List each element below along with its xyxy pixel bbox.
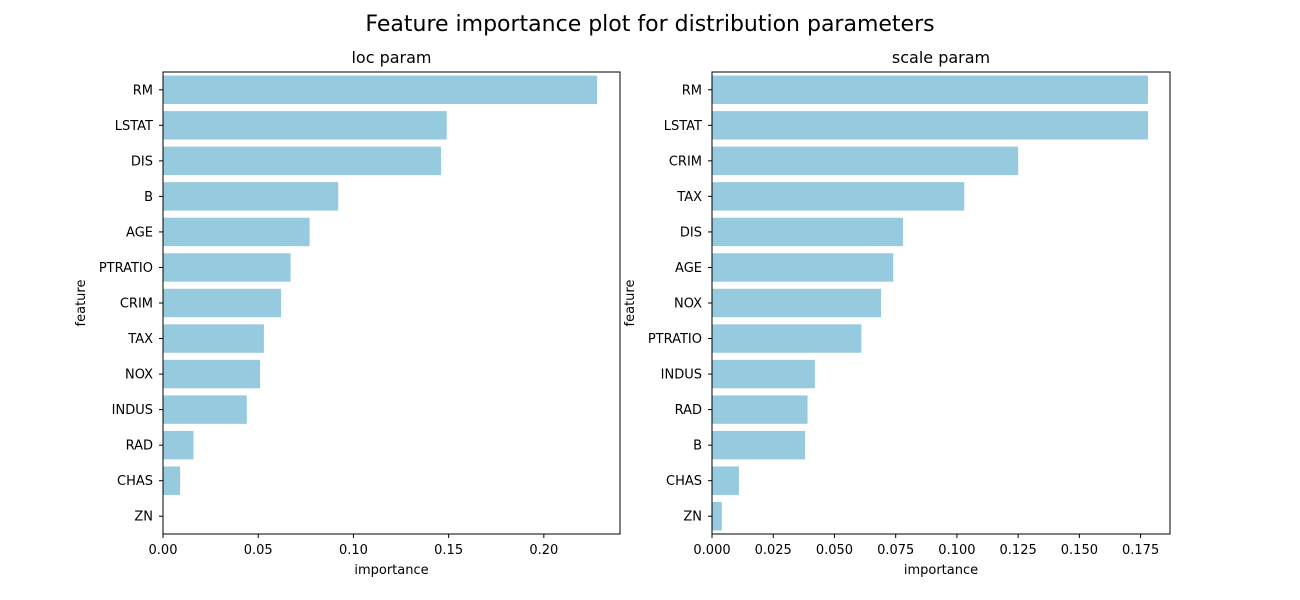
loc-ytick-label-tax: TAX — [127, 332, 153, 347]
scale-param-panel: RM LSTAT CRIM TAX DIS AGE NOX PTRATIO INDUS RAD B C… — [623, 48, 1171, 578]
scale-axes-frame — [711, 71, 1171, 535]
loc-ytick-label-rm: RM — [133, 83, 153, 98]
loc-bar-b — [163, 182, 339, 211]
loc-ytick-label-age: AGE — [126, 225, 153, 240]
loc-xtick-label: 0.10 — [339, 543, 368, 558]
scale-xtick-label: 0.150 — [1061, 543, 1098, 558]
scale-ytick-label-indus: INDUS — [661, 368, 702, 383]
scale-xtick-label: 0.000 — [693, 543, 730, 558]
scale-xtick-label: 0.100 — [938, 543, 975, 558]
loc-bar-chas — [163, 466, 181, 495]
loc-ytick-label-lstat: LSTAT — [115, 119, 153, 134]
loc-ytick-label-ptratio: PTRATIO — [99, 261, 153, 276]
loc-xtick-label: 0.00 — [149, 543, 178, 558]
loc-xtick-label: 0.05 — [244, 543, 273, 558]
scale-xtick-label: 0.125 — [1000, 543, 1037, 558]
loc-ytick-label-indus: INDUS — [112, 403, 153, 418]
loc-xtick-label: 0.20 — [529, 543, 558, 558]
loc-xtick-label: 0.15 — [434, 543, 463, 558]
loc-bar-tax — [163, 324, 264, 353]
scale-bar-crim — [712, 146, 1019, 176]
scale-ytick-label-ptratio: PTRATIO — [648, 332, 702, 347]
loc-bar-ptratio — [163, 253, 291, 282]
scale-ytick-label-crim: CRIM — [669, 154, 702, 169]
loc-axes-frame — [162, 71, 621, 535]
scale-ytick-label-b: B — [693, 439, 702, 454]
loc-bar-indus — [163, 395, 247, 424]
scale-bar-tax — [712, 182, 965, 211]
scale-bar-chas — [712, 466, 739, 495]
scale-ytick-label-tax: TAX — [676, 190, 702, 205]
scale-bar-zn — [712, 502, 722, 531]
scale-xtick-label: 0.050 — [816, 543, 853, 558]
scale-ytick-label-lstat: LSTAT — [664, 119, 702, 134]
scale-xtick-label: 0.025 — [755, 543, 792, 558]
loc-ytick-label-chas: CHAS — [117, 474, 153, 489]
loc-bar-age — [163, 217, 310, 247]
loc-param-panel: RM LSTAT DIS B AGE PTRATIO CRIM TAX NOX INDUS RAD C… — [74, 48, 621, 578]
scale-xtick-label: 0.175 — [1122, 543, 1159, 558]
scale-ytick-label-zn: ZN — [683, 510, 702, 525]
scale-ytick-label-rad: RAD — [675, 403, 702, 418]
scale-ytick-label-nox: NOX — [674, 297, 702, 312]
scale-bar-indus — [712, 359, 815, 389]
scale-bar-age — [712, 253, 894, 282]
scale-bar-rm — [712, 75, 1148, 104]
scale-axes-title: scale param — [892, 48, 990, 67]
loc-ytick-label-nox: NOX — [125, 368, 153, 383]
loc-ytick-label-b: B — [144, 190, 153, 205]
loc-ylabel: feature — [74, 280, 89, 327]
loc-bar-rad — [163, 430, 194, 460]
scale-bar-dis — [712, 217, 904, 247]
scale-ytick-label-dis: DIS — [680, 225, 702, 240]
scale-bar-ptratio — [712, 324, 862, 353]
scale-ylabel: feature — [623, 280, 638, 327]
loc-ytick-label-zn: ZN — [134, 510, 153, 525]
scale-ytick-label-age: AGE — [675, 261, 702, 276]
loc-bar-rm — [163, 75, 598, 104]
figure-title: Feature importance plot for distribution… — [365, 12, 934, 37]
loc-ytick-label-rad: RAD — [126, 439, 153, 454]
scale-xtick-label: 0.075 — [877, 543, 914, 558]
loc-xlabel: importance — [354, 563, 428, 578]
scale-bar-rad — [712, 395, 808, 424]
loc-bar-dis — [163, 146, 442, 176]
loc-ytick-label-crim: CRIM — [120, 297, 153, 312]
loc-bar-crim — [163, 288, 282, 318]
scale-ytick-label-chas: CHAS — [666, 474, 702, 489]
scale-bar-nox — [712, 288, 881, 318]
loc-axes-title: loc param — [351, 48, 431, 67]
scale-ytick-label-rm: RM — [682, 83, 702, 98]
scale-xlabel: importance — [904, 563, 978, 578]
loc-bar-lstat — [163, 111, 447, 140]
scale-bar-lstat — [712, 111, 1148, 140]
scale-bar-b — [712, 430, 806, 460]
loc-bar-nox — [163, 359, 261, 389]
loc-ytick-label-dis: DIS — [131, 154, 153, 169]
